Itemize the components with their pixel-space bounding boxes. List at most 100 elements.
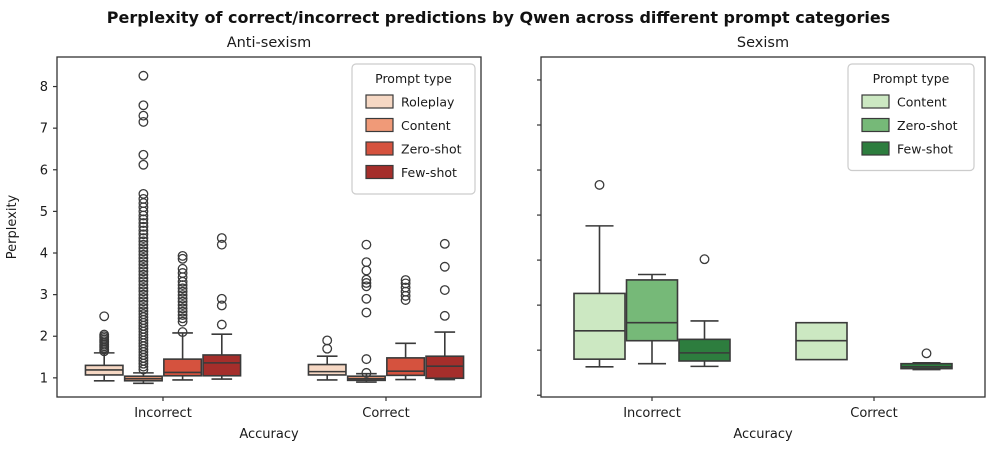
outlier-point	[138, 289, 149, 300]
outlier-point	[216, 319, 227, 330]
legend-label-few-shot: Few-shot	[897, 142, 953, 157]
box-body	[163, 358, 203, 377]
outlier-point	[594, 179, 605, 190]
outlier-point	[177, 263, 188, 274]
outlier-point	[400, 278, 411, 289]
outlier-point	[138, 309, 149, 320]
outlier-point	[138, 193, 149, 204]
x-tick-label-correct: Correct	[850, 406, 897, 421]
legend: Prompt type Content Zero-shot Few-shot	[847, 63, 975, 172]
y-tick-label: 4	[40, 247, 48, 262]
outlier-point	[138, 229, 149, 240]
box-body	[307, 363, 347, 376]
outlier-point	[138, 110, 149, 121]
outlier-point	[439, 261, 450, 272]
outlier-point	[361, 307, 372, 318]
outlier-point	[138, 214, 149, 225]
panel-sexism: Incorrect Correct Sexism Accuracy Prompt typ…	[537, 35, 986, 442]
outlier-point	[177, 310, 188, 320]
outlier-point	[361, 354, 372, 365]
outlier-point	[138, 159, 149, 170]
outlier-point	[177, 253, 188, 264]
box-few-shot-incorrect	[202, 233, 242, 380]
outlier-point	[921, 348, 932, 359]
legend-label-content: Content	[897, 95, 947, 110]
outlier-point	[138, 266, 149, 277]
outlier-point	[138, 296, 149, 307]
outlier-point	[138, 116, 149, 127]
outlier-point	[138, 218, 149, 228]
box-few-shot-incorrect	[678, 254, 731, 368]
outlier-point	[138, 225, 149, 236]
outlier-point	[361, 281, 372, 292]
outlier-point	[138, 302, 149, 313]
outlier-point	[177, 286, 188, 297]
y-tick-label: 5	[40, 205, 48, 220]
outlier-point	[138, 269, 149, 280]
outlier-point	[138, 70, 149, 81]
box-body	[678, 338, 731, 362]
box-body	[386, 357, 426, 377]
x-tick-label-incorrect: Incorrect	[134, 406, 192, 421]
outlier-point	[216, 233, 227, 243]
y-axis-label: Perplexity	[5, 194, 20, 259]
outlier-point	[177, 306, 188, 317]
outlier-point	[177, 316, 188, 327]
y-tick-label: 2	[40, 330, 48, 345]
box-content-correct	[795, 321, 848, 361]
legend-label-few-shot: Few-shot	[401, 165, 457, 180]
box-content-correct	[346, 239, 386, 383]
outlier-point	[216, 239, 227, 250]
outlier-point	[216, 293, 227, 304]
outlier-point	[138, 293, 149, 303]
x-tick-label-correct: Correct	[362, 406, 409, 421]
box-body	[573, 292, 626, 360]
x-axis-label: Accuracy	[733, 427, 793, 442]
box-content-incorrect	[123, 70, 163, 385]
legend-swatch-content	[861, 94, 890, 109]
legend: Prompt type Roleplay Content Zero-shot Few-s…	[351, 63, 476, 195]
outlier-point	[138, 236, 149, 247]
outlier-point	[361, 293, 372, 304]
legend-swatch-roleplay	[365, 94, 394, 109]
outlier-point	[99, 329, 110, 340]
outlier-point	[138, 253, 149, 263]
outlier-point	[138, 286, 149, 297]
box-content-incorrect	[573, 179, 626, 368]
box-body	[425, 355, 465, 380]
legend-label-zero-shot: Zero-shot	[401, 142, 462, 157]
outlier-point	[138, 100, 149, 111]
y-tick-label: 6	[40, 163, 48, 178]
outlier-point	[361, 239, 372, 250]
legend-swatch-few-shot	[365, 164, 394, 180]
outlier-point	[699, 254, 710, 265]
box-few-shot-correct	[900, 348, 953, 371]
figure-title: Perplexity of correct/incorrect predicti…	[106, 8, 891, 27]
outlier-point	[138, 306, 149, 317]
box-body	[202, 354, 242, 377]
outlier-point	[138, 259, 149, 270]
legend-label-zero-shot: Zero-shot	[897, 118, 958, 133]
outlier-point	[138, 221, 149, 232]
legend-label-content: Content	[401, 118, 451, 133]
y-tick-label: 3	[40, 288, 48, 303]
outlier-point	[177, 293, 188, 304]
outlier-point	[99, 311, 110, 322]
outlier-point	[361, 367, 372, 378]
box-zero-shot-incorrect	[625, 273, 679, 365]
outlier-point	[177, 290, 188, 300]
outlier-point	[216, 300, 227, 311]
outlier-point	[138, 188, 149, 199]
outlier-point	[138, 276, 149, 287]
box-body	[625, 279, 679, 342]
outlier-point	[177, 280, 188, 291]
box-few-shot-correct	[425, 238, 465, 381]
legend-swatch-content	[365, 117, 394, 133]
outlier-point	[177, 327, 188, 338]
outlier-point	[138, 243, 149, 253]
legend-label-roleplay: Roleplay	[401, 95, 455, 110]
legend-swatch-zero-shot	[365, 141, 394, 156]
outlier-point	[177, 303, 188, 314]
box-roleplay-correct	[307, 335, 347, 381]
